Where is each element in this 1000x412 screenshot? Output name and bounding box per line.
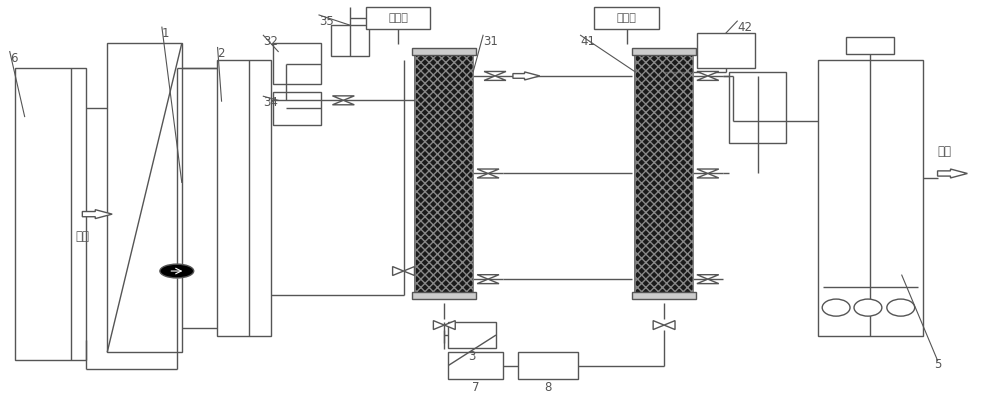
Text: 6: 6	[10, 52, 17, 65]
Text: 出水: 出水	[938, 145, 952, 158]
Polygon shape	[433, 321, 444, 330]
Polygon shape	[697, 275, 719, 279]
Bar	[448, 352, 503, 379]
Polygon shape	[938, 169, 967, 178]
Ellipse shape	[822, 299, 850, 316]
Polygon shape	[444, 321, 455, 330]
Polygon shape	[477, 279, 499, 283]
Bar	[632, 48, 696, 55]
Bar	[846, 37, 894, 54]
Bar	[448, 322, 496, 348]
Bar	[217, 60, 271, 336]
Bar	[366, 7, 430, 29]
Bar	[15, 68, 86, 360]
Polygon shape	[82, 210, 112, 219]
Polygon shape	[697, 279, 719, 283]
Bar	[635, 52, 693, 295]
Polygon shape	[484, 71, 506, 76]
Text: 5: 5	[935, 358, 942, 371]
Text: 7: 7	[472, 381, 479, 394]
Text: 34: 34	[263, 96, 278, 109]
Bar	[594, 7, 659, 29]
Bar	[107, 43, 182, 352]
Text: 3: 3	[468, 350, 476, 363]
Bar	[632, 292, 696, 299]
Bar	[415, 52, 473, 295]
Bar	[273, 43, 321, 84]
Bar	[818, 60, 923, 336]
Text: 1: 1	[162, 27, 169, 40]
Bar	[412, 48, 476, 55]
Bar	[697, 33, 755, 68]
Polygon shape	[653, 321, 664, 330]
Ellipse shape	[854, 299, 882, 316]
Polygon shape	[393, 267, 404, 276]
Text: 再生液: 再生液	[388, 13, 408, 23]
Bar	[331, 25, 369, 56]
Polygon shape	[664, 321, 675, 330]
Bar	[729, 72, 786, 143]
Bar	[415, 52, 473, 295]
Ellipse shape	[887, 299, 915, 316]
Text: 31: 31	[483, 35, 498, 48]
Text: 再生液: 再生液	[617, 13, 637, 23]
Text: 42: 42	[737, 21, 752, 34]
Text: 32: 32	[263, 35, 278, 48]
Polygon shape	[697, 71, 719, 76]
Polygon shape	[484, 76, 506, 80]
Bar	[635, 52, 693, 295]
Polygon shape	[513, 72, 540, 80]
Text: 8: 8	[544, 381, 551, 394]
Polygon shape	[477, 173, 499, 178]
Text: 41: 41	[581, 35, 596, 48]
Polygon shape	[332, 101, 354, 105]
Polygon shape	[697, 173, 719, 178]
Circle shape	[160, 264, 194, 278]
Polygon shape	[332, 96, 354, 101]
Polygon shape	[404, 267, 414, 276]
Polygon shape	[697, 169, 719, 173]
Bar	[518, 352, 578, 379]
Text: 2: 2	[218, 47, 225, 61]
Text: 进水: 进水	[75, 229, 89, 243]
Bar	[273, 92, 321, 125]
Polygon shape	[697, 76, 719, 80]
Bar	[412, 292, 476, 299]
Polygon shape	[477, 169, 499, 173]
Text: 35: 35	[319, 15, 334, 28]
Polygon shape	[477, 275, 499, 279]
